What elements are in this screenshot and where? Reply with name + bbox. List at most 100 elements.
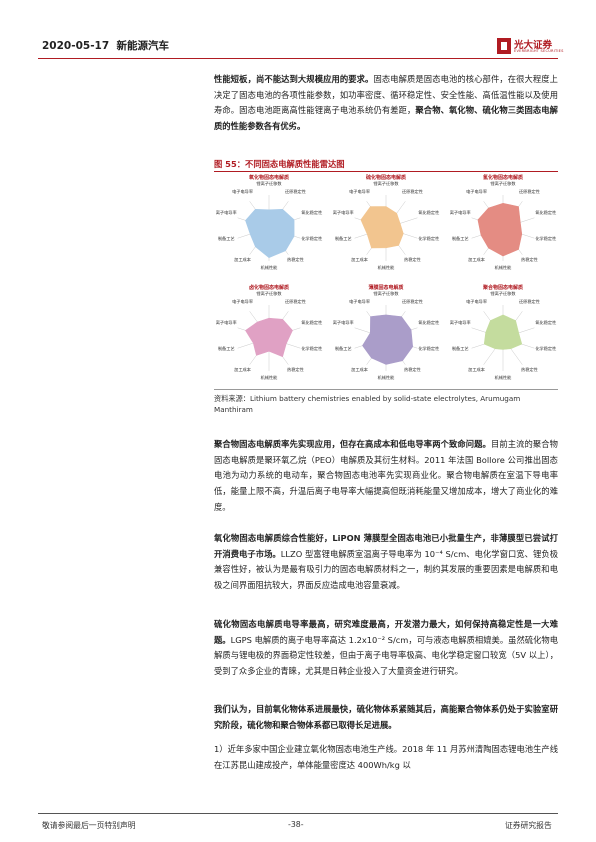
radar-series-area [245,208,295,259]
radar-axis-label: 电子电导率 [232,299,254,305]
radar-axis-label: 热稳定性 [404,366,421,372]
radar-axis-label: 锂离子迁移数 [373,181,399,186]
footer-disclaimer: 敬请参阅最后一页特别声明 [42,821,136,830]
paragraph-view: 我们认为，目前氧化物体系进展最快，硫化物体系紧随其后，高能聚合物体系仍处于实验室… [214,702,558,733]
header-category: 新能源汽车 [116,40,169,52]
radar-axis-label: 制备工艺 [334,345,352,351]
radar-axis-label: 加工成本 [468,256,485,262]
radar-axis-label: 锂离子迁移数 [490,291,516,296]
footer-page-number: -38- [288,820,304,829]
intro-paragraph: 性能短板，尚不能达到大规模应用的要求。固态电解质是固态电池的核心部件，在很大程度… [214,72,558,135]
figure-bottom-rule [214,389,558,390]
radar-chart-title: 氢化物固态电解质 [482,175,523,181]
radar-axis-label: 化学稳定性 [301,235,323,241]
header-date-category: 2020-05-17 新能源汽车 [42,38,169,53]
paragraph-polymer: 聚合物固态电解质率先实现应用，但存在高成本和低电导率两个致命问题。目前主流的聚合… [214,437,558,516]
radar-chart-title: 聚合物固态电解质 [482,285,523,291]
radar-axis-label: 离子电导率 [215,320,237,326]
footer-report-type: 证券研究报告 [505,821,552,830]
radar-axis-label: 化学稳定性 [418,235,440,241]
radar-series-area [483,314,523,350]
radar-axis-label: 热稳定性 [287,366,304,372]
radar-axis-label: 机械性能 [494,375,512,380]
header-rule [38,58,558,59]
radar-axis-label: 加工成本 [234,256,251,262]
radar-svg [237,195,301,261]
radar-axis-label: 还原稳定性 [284,299,306,305]
para-text: 1）近年多家中国企业建立氧化物固态电池生产线。2018 年 11 月苏州清陶固态… [214,744,558,770]
para-bold: 我们认为，目前氧化物体系进展最快，硫化物体系紧随其后，高能聚合物体系仍处于实验室… [214,704,558,730]
radar-axis-label: 加工成本 [234,366,251,372]
para-bold: 硫化物固态电解质电导率最高，研究难度最高，开发潜力最大，如何保持高稳定性是一大难… [214,619,558,645]
header-date: 2020-05-17 [42,40,110,52]
logo-en: EVERBRIGHT SECURITIES [514,49,564,53]
intro-bold-1: 性能短板，尚不能达到大规模应用的要求。 [214,74,374,84]
radar-axis-label: 制备工艺 [334,235,352,241]
intro-bold-2: 聚合物、氧化物、硫化物三类固态电解质的性能参数各有优劣。 [214,105,558,132]
radar-axis-label: 化学稳定性 [535,235,557,241]
radar-axis-label: 加工成本 [468,366,485,372]
radar-axis-label: 氧化稳定性 [418,320,440,326]
radar-axis-label: 锂离子迁移数 [373,291,399,296]
para-text: LLZO 型富锂电解质室温离子导电率为 10⁻⁴ S/cm、电化学窗口宽、锂负极… [214,548,558,591]
paragraph-china: 1）近年多家中国企业建立氧化物固态电池生产线。2018 年 11 月苏州清陶固态… [214,742,558,773]
radar-axis-label: 还原稳定性 [401,299,423,305]
radar-chart: 氢化物固态电解质 锂离子迁移数 还原稳定性 氧化稳定性 化学稳定性 热稳定性 机械性能 加工成… [448,171,558,276]
radar-series-area [360,206,404,249]
paragraph-oxide: 氧化物固态电解质综合性能好，LiPON 薄膜型全固态电池已小批量生产，非薄膜型已… [214,531,558,594]
radar-chart-title: 硫化物固态电解质 [365,175,406,181]
radar-axis-label: 电子电导率 [349,189,371,195]
radar-axis-label: 离子电导率 [332,210,354,216]
footer-rule [38,813,558,814]
radar-axis-label: 离子电导率 [215,210,237,216]
radar-axis-label: 热稳定性 [404,256,421,262]
radar-axis-label: 化学稳定性 [418,345,440,351]
radar-axis-label: 机械性能 [377,375,395,380]
paragraph-sulfide: 硫化物固态电解质电导率最高，研究难度最高，开发潜力最大，如何保持高稳定性是一大难… [214,617,558,680]
radar-axis-label: 氧化稳定性 [301,320,323,326]
radar-axis-label: 还原稳定性 [284,189,306,195]
radar-axis-label: 制备工艺 [451,345,469,351]
radar-axis-label: 电子电导率 [466,299,488,305]
radar-chart: 卤化物固态电解质 锂离子迁移数 还原稳定性氧化稳定性化学稳定性热稳定性机械性能 加工成… [214,281,324,386]
radar-chart: 硫化物固态电解质 锂离子迁移数 还原稳定性 氧化稳定性 化学稳定性 热稳定性 机械性能 加工成… [331,171,441,276]
radar-series-area [245,317,293,358]
radar-axis-label: 制备工艺 [451,235,469,241]
radar-chart: 薄膜固态电解质 锂离子迁移数 还原稳定性氧化稳定性化学稳定性热稳定性机械性能 加工成本… [331,281,441,386]
radar-axis-label: 氧化稳定性 [535,320,557,326]
radar-axis-label: 锂离子迁移数 [256,291,282,296]
radar-chart-title: 卤化物固态电解质 [248,285,289,291]
radar-chart-title: 薄膜固态电解质 [368,285,404,291]
radar-svg [354,195,418,261]
logo-cn: 光大证券 [514,40,553,51]
radar-axis-label: 氧化稳定性 [535,210,557,216]
radar-axis-label: 化学稳定性 [301,345,323,351]
figure-source: 资料来源：Lithium battery chemistries enabled… [214,394,521,414]
radar-axis-label: 制备工艺 [217,235,235,241]
figure-title: 图 55：不同固态电解质性能雷达图 [214,159,345,169]
para-text: 目前主流的聚合物固态电解质是聚环氧乙烷（PEO）电解质及其衍生材料。2011 年… [214,439,558,512]
figure-top-rule [214,171,558,172]
company-logo: 光大证券 EVERBRIGHT SECURITIES [497,36,563,58]
radar-axis-label: 锂离子迁移数 [490,181,516,186]
radar-axis-label: 热稳定性 [287,256,304,262]
radar-axis-label: 化学稳定性 [535,345,557,351]
radar-axis-label: 加工成本 [351,366,368,372]
radar-svg [237,305,301,371]
radar-series-area [362,314,414,365]
para-text: LGPS 电解质的离子电导率高达 1.2x10⁻² S/cm，可与液态电解质相媲… [214,634,558,677]
intro-text-1: 固态电解质是固态电池的核心部件，在很大程度上决定了固态电池的各项性能参数，如功率… [214,74,558,116]
radar-axis-label: 还原稳定性 [518,189,540,195]
radar-axis-label: 机械性能 [377,265,395,270]
radar-svg [471,195,535,261]
para-bold: 氧化物固态电解质综合性能好，LiPON 薄膜型全固态电池已小批量生产，非薄膜型已… [214,533,558,559]
radar-axis-label: 离子电导率 [449,210,471,216]
radar-svg [471,305,535,371]
radar-series-area [477,202,523,257]
radar-axis-label: 制备工艺 [217,345,235,351]
radar-axis-label: 还原稳定性 [401,189,423,195]
para-bold: 聚合物固态电解质率先实现应用，但存在高成本和低电导率两个致命问题。 [214,439,491,449]
radar-axis-label: 机械性能 [260,375,278,380]
radar-axis-label: 电子电导率 [466,189,488,195]
radar-axis-label: 机械性能 [494,265,512,270]
